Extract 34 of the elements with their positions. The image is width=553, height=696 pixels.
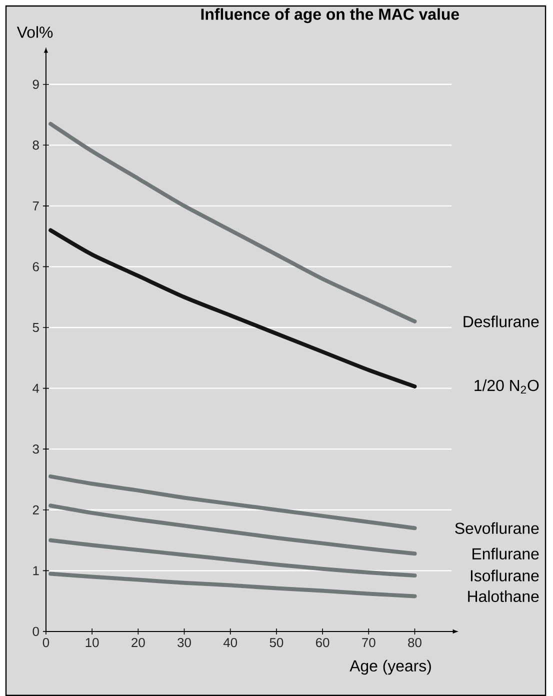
x-tick-label: 20 xyxy=(132,638,146,648)
y-tick-label: 6 xyxy=(33,262,40,272)
y-tick-label: 2 xyxy=(33,505,40,514)
text: 1/20 N$_{2}$O xyxy=(474,379,539,394)
line-series xyxy=(48,228,417,388)
y-tick-label: 3 xyxy=(32,444,40,454)
chart-title: Influence of age on the MAC value xyxy=(202,8,460,24)
x-tick-label: 30 xyxy=(178,638,192,648)
y-tick-label: 9 xyxy=(33,80,40,89)
x-tick-label: 70 xyxy=(362,638,376,648)
text: Enflurane xyxy=(472,548,539,560)
y-tick-label: 5 xyxy=(33,322,40,332)
x-tick-label: 80 xyxy=(408,638,422,648)
text: Isoflurane xyxy=(471,570,539,582)
line-series xyxy=(48,572,417,598)
y-tick-label: 7 xyxy=(33,201,40,210)
line-series xyxy=(48,474,417,530)
line-series xyxy=(48,504,417,556)
text: Sevoflurane xyxy=(455,522,539,534)
y-tick-label: 8 xyxy=(33,140,40,150)
y-tick-label: 4 xyxy=(32,384,40,393)
text: Desflurane xyxy=(464,316,539,328)
x-axis-title: Age (years) xyxy=(350,660,432,675)
y-tick-label: 0 xyxy=(32,626,40,636)
x-tick-label: 60 xyxy=(316,638,330,648)
line-series xyxy=(48,122,417,324)
x-tick-label: 0 xyxy=(43,638,50,648)
line-series xyxy=(48,538,417,578)
text: Halothane xyxy=(468,590,539,602)
y-tick-label: 1 xyxy=(33,566,40,576)
x-tick-label: 40 xyxy=(224,638,238,648)
y-axis-title: Vol% xyxy=(17,26,53,38)
x-tick-label: 10 xyxy=(86,638,99,648)
x-tick-label: 50 xyxy=(270,638,284,648)
